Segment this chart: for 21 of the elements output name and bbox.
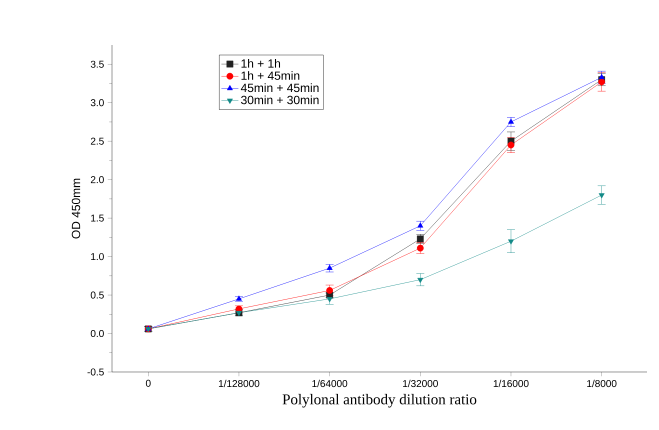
y-tick-label: -0.5 [88, 368, 104, 376]
y-tick-label: 1.5 [91, 214, 104, 222]
y-tick-label: 2.0 [90, 176, 104, 184]
legend-label: 45min + 45min [240, 83, 319, 92]
x-tick-label: 0 [146, 380, 151, 387]
y-tick-label: 0.0 [90, 330, 104, 338]
x-tick-label: 1/128000 [218, 380, 260, 388]
y-axis-title: OD 450mm [72, 178, 80, 238]
legend-label: 30min + 30min [241, 95, 319, 104]
legend-label: 1h + 1h [241, 59, 280, 68]
y-tick-label: 0.5 [90, 292, 104, 299]
legend-label: 1h + 45min [241, 71, 300, 80]
y-tick-label: 2.5 [90, 138, 104, 145]
y-tick-label: 1.0 [91, 253, 104, 260]
x-tick-label: 1/32000 [403, 380, 438, 388]
x-axis-title: Polylonal antibody dilution ratio [282, 394, 476, 408]
y-tick-label: 3.5 [90, 60, 104, 68]
x-tick-label: 1/8000 [587, 380, 617, 388]
x-tick-label: 1/16000 [494, 380, 529, 388]
y-tick-label: 3.0 [90, 99, 104, 106]
x-tick-label: 1/64000 [312, 380, 348, 388]
